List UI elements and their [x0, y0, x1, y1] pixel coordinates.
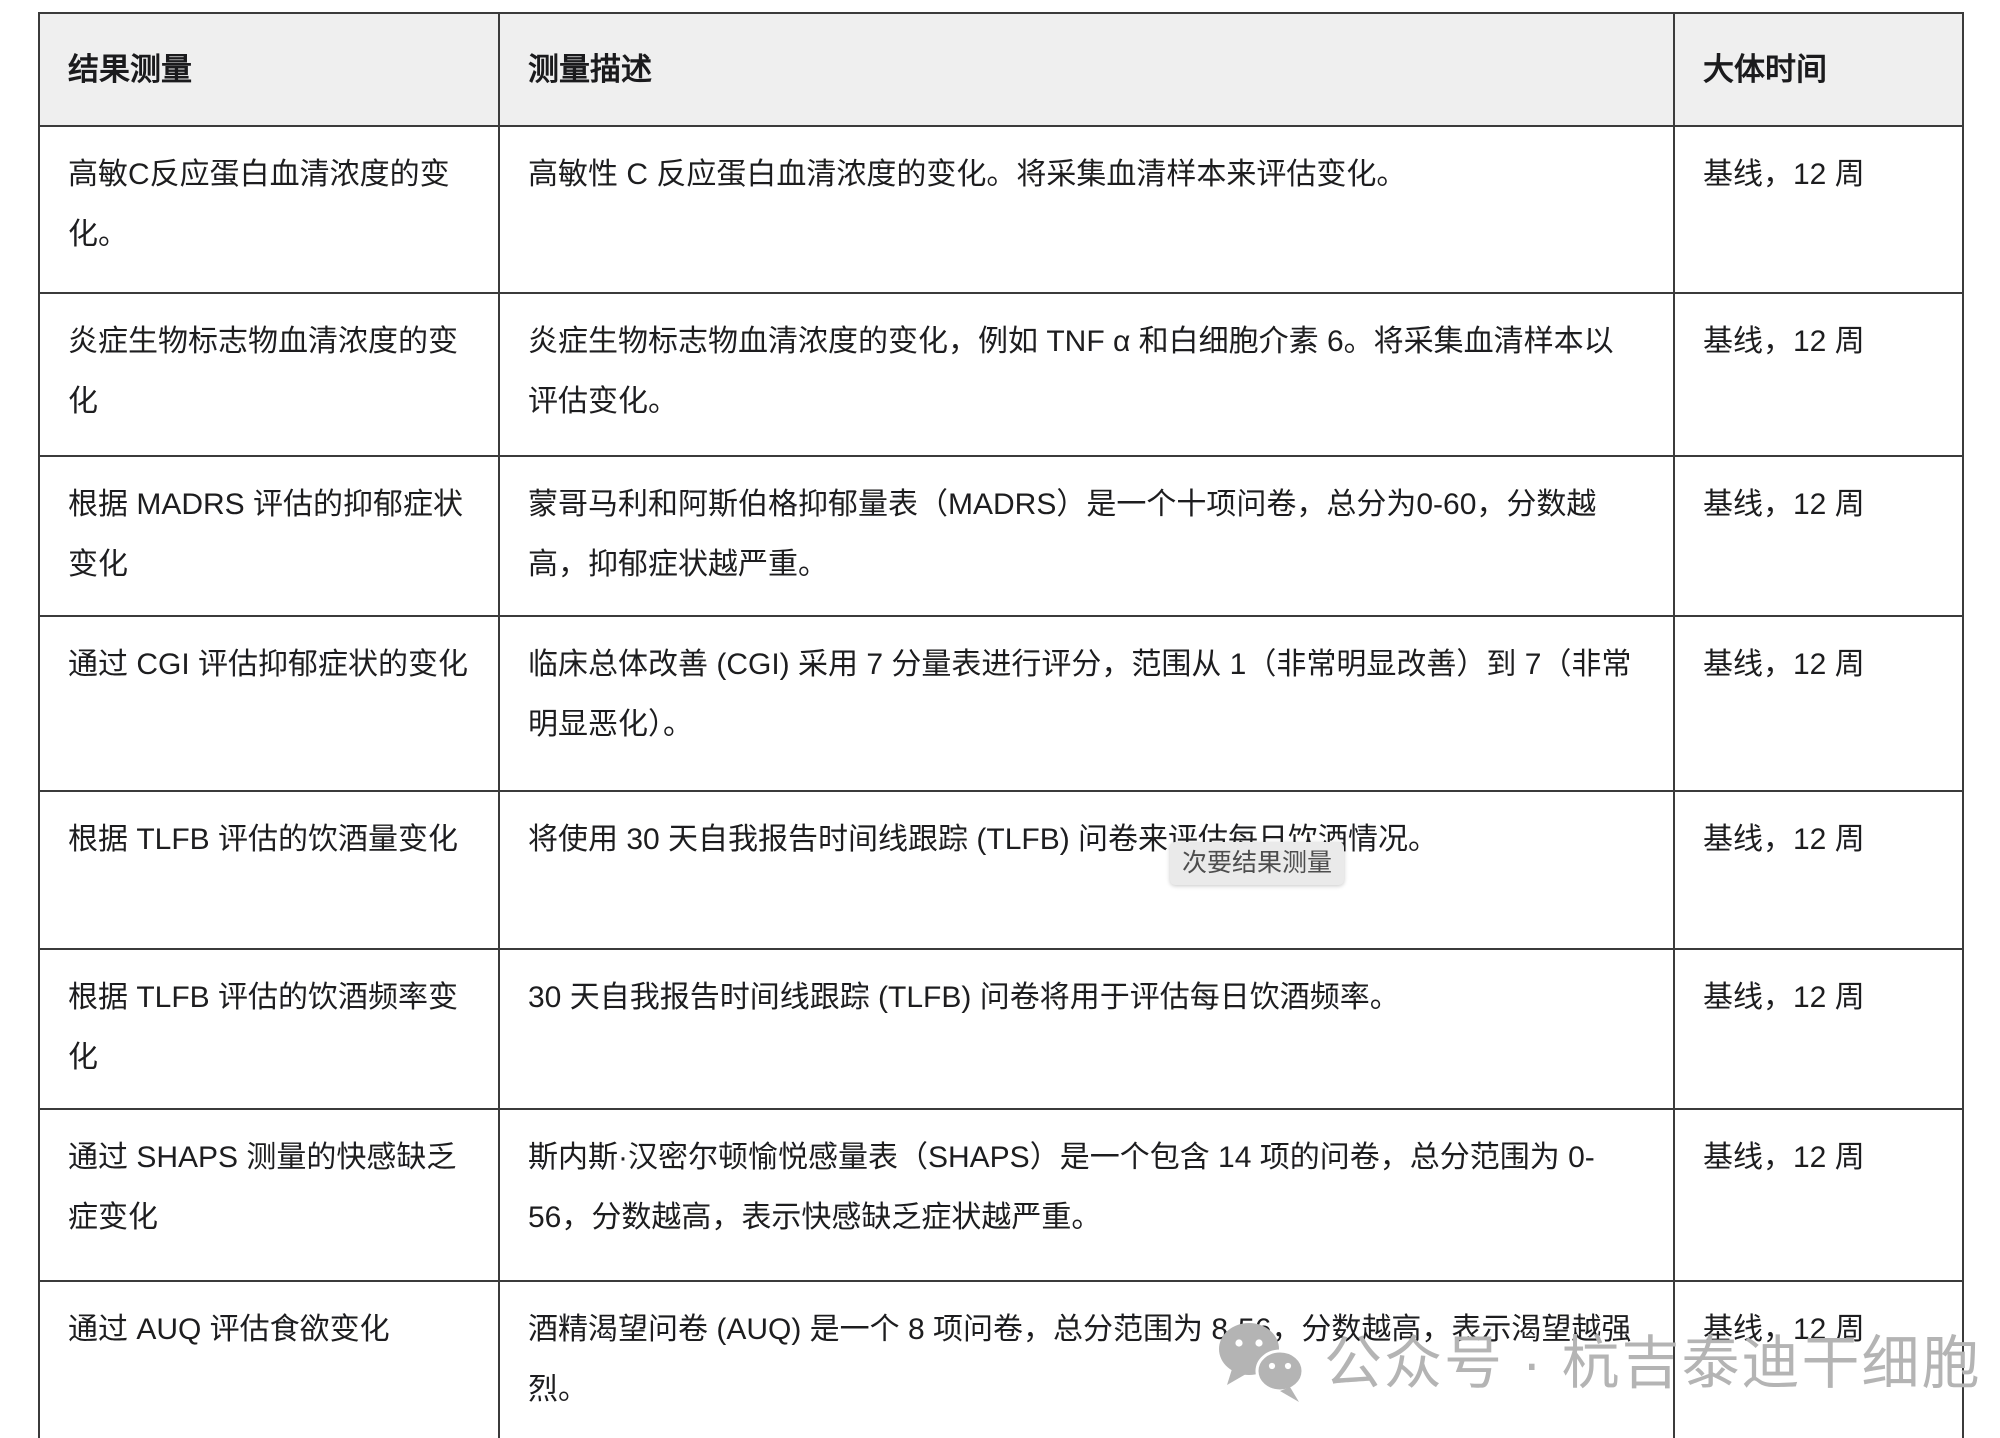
timeframe-cell: 基线，12 周: [1673, 1280, 1964, 1438]
description-cell: 30 天自我报告时间线跟踪 (TLFB) 问卷将用于评估每日饮酒频率。: [498, 948, 1675, 1110]
outcome-measure-cell: 通过 CGI 评估抑郁症状的变化: [38, 615, 500, 792]
outcome-measure-cell: 根据 MADRS 评估的抑郁症状变化: [38, 455, 500, 617]
hover-tooltip: 次要结果测量: [1170, 842, 1345, 885]
table-row: 根据 MADRS 评估的抑郁症状变化 蒙哥马利和阿斯伯格抑郁量表（MADRS）是…: [38, 455, 1964, 617]
header-row: 结果测量 测量描述 大体时间: [38, 12, 1964, 127]
timeframe-cell: 基线，12 周: [1673, 1108, 1964, 1282]
table-row: 根据 TLFB 评估的饮酒频率变化 30 天自我报告时间线跟踪 (TLFB) 问…: [38, 948, 1964, 1110]
timeframe-cell: 基线，12 周: [1673, 615, 1964, 792]
header-time-frame: 大体时间: [1673, 12, 1964, 127]
description-cell: 高敏性 C 反应蛋白血清浓度的变化。将采集血清样本来评估变化。: [498, 125, 1675, 294]
outcome-measure-cell: 炎症生物标志物血清浓度的变化: [38, 292, 500, 457]
table-row: 通过 SHAPS 测量的快感缺乏症变化 斯内斯·汉密尔顿愉悦感量表（SHAPS）…: [38, 1108, 1964, 1282]
description-cell: 酒精渴望问卷 (AUQ) 是一个 8 项问卷，总分范围为 8-56，分数越高，表…: [498, 1280, 1675, 1438]
outcome-measure-cell: 通过 SHAPS 测量的快感缺乏症变化: [38, 1108, 500, 1282]
outcome-measure-cell: 通过 AUQ 评估食欲变化: [38, 1280, 500, 1438]
description-cell: 炎症生物标志物血清浓度的变化，例如 TNF α 和白细胞介素 6。将采集血清样本…: [498, 292, 1675, 457]
table-row: 通过 CGI 评估抑郁症状的变化 临床总体改善 (CGI) 采用 7 分量表进行…: [38, 615, 1964, 792]
wechat-icon: [1216, 1318, 1308, 1409]
outcome-measure-cell: 根据 TLFB 评估的饮酒频率变化: [38, 948, 500, 1110]
table-row: 高敏C反应蛋白血清浓度的变化。 高敏性 C 反应蛋白血清浓度的变化。将采集血清样…: [38, 125, 1964, 294]
watermark-text: 公众号 · 杭吉泰迪干细胞: [1324, 1330, 1982, 1396]
timeframe-cell: 基线，12 周: [1673, 948, 1964, 1110]
outcome-measure-cell: 根据 TLFB 评估的饮酒量变化: [38, 790, 500, 950]
timeframe-cell: 基线，12 周: [1673, 455, 1964, 617]
timeframe-cell: 基线，12 周: [1673, 292, 1964, 457]
description-cell: 蒙哥马利和阿斯伯格抑郁量表（MADRS）是一个十项问卷，总分为0-60，分数越高…: [498, 455, 1675, 617]
outcomes-table: 结果测量 测量描述 大体时间 高敏C反应蛋白血清浓度的变化。 高敏性 C 反应蛋…: [38, 12, 1964, 1438]
table-row: 炎症生物标志物血清浓度的变化 炎症生物标志物血清浓度的变化，例如 TNF α 和…: [38, 292, 1964, 457]
timeframe-cell: 基线，12 周: [1673, 125, 1964, 294]
description-cell: 将使用 30 天自我报告时间线跟踪 (TLFB) 问卷来评估每日饮酒情况。: [498, 790, 1675, 950]
description-cell: 临床总体改善 (CGI) 采用 7 分量表进行评分，范围从 1（非常明显改善）到…: [498, 615, 1675, 792]
outcome-measure-cell: 高敏C反应蛋白血清浓度的变化。: [38, 125, 500, 294]
header-measure-description: 测量描述: [498, 12, 1675, 127]
timeframe-cell: 基线，12 周: [1673, 790, 1964, 950]
table-row: 通过 AUQ 评估食欲变化 酒精渴望问卷 (AUQ) 是一个 8 项问卷，总分范…: [38, 1280, 1964, 1438]
watermark: 公众号 · 杭吉泰迪干细胞: [1216, 1318, 1982, 1409]
table-row: 根据 TLFB 评估的饮酒量变化 将使用 30 天自我报告时间线跟踪 (TLFB…: [38, 790, 1964, 950]
header-outcome-measure: 结果测量: [38, 12, 500, 127]
description-cell: 斯内斯·汉密尔顿愉悦感量表（SHAPS）是一个包含 14 项的问卷，总分范围为 …: [498, 1108, 1675, 1282]
